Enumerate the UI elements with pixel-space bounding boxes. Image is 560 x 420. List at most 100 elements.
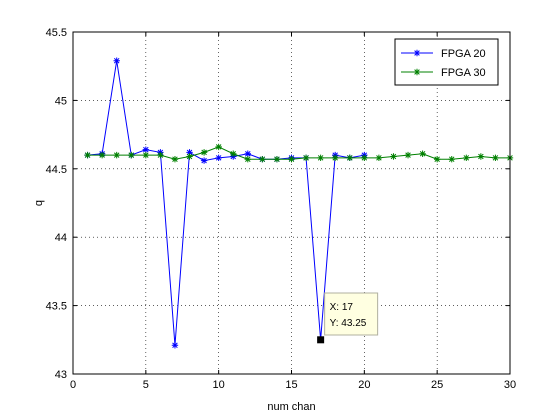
- series-1: [84, 143, 514, 163]
- marker-stroke: [200, 149, 208, 156]
- datatip-box: [324, 292, 379, 336]
- marker-stroke: [113, 151, 120, 159]
- data-point: [128, 151, 135, 159]
- x-axis-label: num chan: [267, 401, 315, 413]
- marker-stroke: [492, 154, 499, 162]
- legend-box: [394, 38, 499, 86]
- marker-stroke: [448, 156, 455, 163]
- x-tick-label: 0: [70, 379, 76, 391]
- marker-stroke: [186, 149, 193, 156]
- data-point: [317, 154, 324, 162]
- marker-stroke: [142, 146, 150, 153]
- marker-stroke: [288, 156, 295, 163]
- data-tip[interactable]: X: 17 Y: 43.25: [317, 292, 379, 344]
- marker-stroke: [200, 157, 208, 164]
- data-point: [230, 150, 237, 157]
- marker-stroke: [128, 151, 135, 159]
- data-point: [142, 151, 150, 159]
- marker-stroke: [302, 154, 310, 162]
- marker-stroke: [171, 342, 179, 349]
- marker-stroke: [157, 151, 164, 159]
- data-point: [346, 154, 353, 162]
- data-point: [244, 150, 251, 157]
- data-point: [200, 149, 208, 156]
- data-point: [477, 153, 485, 160]
- data-point: [288, 156, 295, 163]
- data-point: [361, 154, 368, 162]
- marker-stroke: [390, 153, 397, 160]
- marker-stroke: [215, 143, 222, 151]
- data-point: [157, 151, 164, 159]
- data-point: [390, 153, 397, 160]
- legend-marker: [413, 68, 421, 76]
- data-point: [186, 149, 193, 156]
- marker-stroke: [142, 151, 150, 159]
- data-point: [142, 146, 150, 153]
- marker-stroke: [215, 154, 222, 162]
- marker-stroke: [84, 151, 91, 159]
- series-layer: [84, 57, 514, 349]
- data-point: [171, 342, 179, 349]
- x-tick-label: 20: [358, 379, 370, 391]
- data-point: [215, 154, 222, 162]
- data-point: [113, 151, 120, 159]
- y-tick-label: 43: [55, 369, 67, 381]
- legend-label: FPGA 20: [441, 48, 486, 60]
- y-tick-label: 43.5: [46, 301, 67, 313]
- series-line: [87, 60, 365, 346]
- legend[interactable]: FPGA 20 FPGA 30: [394, 38, 499, 86]
- data-point: [404, 151, 412, 159]
- data-point: [200, 157, 208, 164]
- y-tick-label: 44.5: [46, 164, 67, 176]
- marker-stroke: [317, 154, 324, 162]
- marker-stroke: [477, 153, 485, 160]
- data-point: [215, 143, 222, 151]
- axis-ticks: 0 5 10 15 20 25 30 43 43.5 44 44.5 45 45.5: [46, 27, 517, 391]
- x-tick-label: 25: [431, 379, 443, 391]
- marker-stroke: [346, 154, 353, 162]
- data-point: [375, 154, 383, 162]
- legend-item: FPGA 30: [401, 67, 486, 79]
- data-point: [433, 156, 441, 163]
- marker-stroke: [463, 154, 470, 162]
- data-point: [113, 57, 120, 64]
- data-point: [332, 154, 339, 162]
- data-point: [98, 151, 106, 159]
- data-point: [492, 154, 499, 162]
- data-point: [259, 156, 266, 163]
- legend-item: FPGA 20: [401, 48, 486, 60]
- data-point: [302, 154, 310, 162]
- marker-stroke: [404, 151, 412, 159]
- datatip-x-text: X: 17: [330, 302, 354, 313]
- y-axis-label: q: [33, 200, 45, 206]
- y-tick-label: 45.5: [46, 27, 67, 39]
- data-point: [273, 156, 281, 163]
- data-point: [244, 156, 251, 163]
- x-tick-label: 15: [285, 379, 297, 391]
- data-point: [171, 156, 179, 163]
- x-tick-label: 30: [504, 379, 516, 391]
- datatip-y-text: Y: 43.25: [330, 318, 367, 329]
- marker-stroke: [332, 154, 339, 162]
- data-point: [84, 151, 91, 159]
- marker-stroke: [113, 57, 120, 64]
- marker-stroke: [244, 156, 251, 163]
- legend-label: FPGA 30: [441, 67, 486, 79]
- marker-stroke: [433, 156, 441, 163]
- marker-stroke: [244, 150, 251, 157]
- marker-stroke: [98, 151, 106, 159]
- marker-stroke: [413, 68, 421, 76]
- legend-marker: [413, 49, 421, 57]
- marker-stroke: [419, 150, 426, 157]
- marker-stroke: [171, 156, 179, 163]
- data-point: [463, 154, 470, 162]
- x-tick-label: 10: [213, 379, 225, 391]
- data-point: [186, 153, 193, 160]
- marker-stroke: [361, 154, 368, 162]
- marker-stroke: [186, 153, 193, 160]
- marker-stroke: [259, 156, 266, 163]
- datatip-marker: [317, 336, 325, 344]
- y-tick-label: 44: [55, 232, 67, 244]
- y-tick-label: 45: [55, 95, 67, 107]
